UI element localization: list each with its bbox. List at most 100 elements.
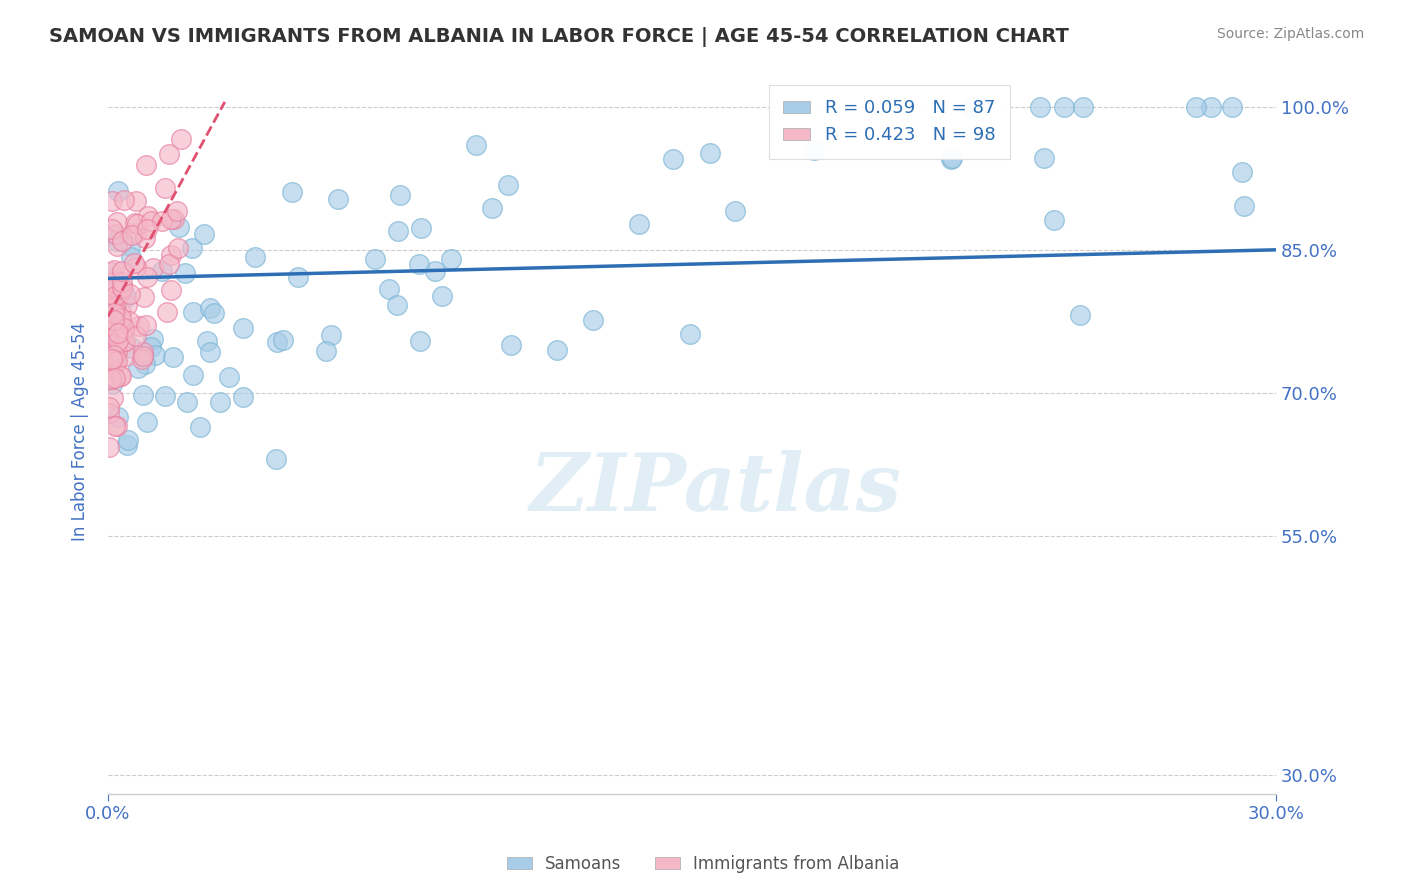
Point bbox=[100, 372, 122, 386]
Point bbox=[425, 264, 447, 278]
Point bbox=[105, 345, 128, 359]
Point bbox=[131, 352, 153, 367]
Point bbox=[1232, 199, 1254, 213]
Point bbox=[627, 217, 650, 231]
Point bbox=[142, 260, 165, 275]
Point bbox=[134, 290, 156, 304]
Point bbox=[105, 239, 128, 253]
Point bbox=[107, 334, 129, 348]
Point bbox=[112, 320, 135, 334]
Point bbox=[159, 284, 181, 298]
Point bbox=[110, 264, 132, 278]
Point bbox=[232, 390, 254, 404]
Point bbox=[724, 204, 747, 219]
Point bbox=[678, 327, 700, 342]
Point bbox=[581, 313, 603, 327]
Point bbox=[481, 201, 503, 215]
Point bbox=[127, 361, 149, 376]
Point bbox=[107, 409, 129, 424]
Point bbox=[174, 266, 197, 280]
Point bbox=[208, 394, 231, 409]
Y-axis label: In Labor Force | Age 45-54: In Labor Force | Age 45-54 bbox=[72, 322, 89, 541]
Point bbox=[125, 329, 148, 343]
Point bbox=[100, 292, 122, 306]
Point bbox=[103, 391, 125, 405]
Point bbox=[104, 283, 127, 297]
Point bbox=[97, 305, 120, 319]
Point bbox=[112, 325, 135, 339]
Text: Source: ZipAtlas.com: Source: ZipAtlas.com bbox=[1216, 27, 1364, 41]
Point bbox=[326, 192, 349, 206]
Point bbox=[101, 194, 124, 208]
Point bbox=[132, 388, 155, 402]
Point bbox=[118, 239, 141, 253]
Point bbox=[159, 257, 181, 271]
Legend: R = 0.059   N = 87, R = 0.423   N = 98: R = 0.059 N = 87, R = 0.423 N = 98 bbox=[769, 85, 1010, 159]
Point bbox=[105, 350, 128, 364]
Point bbox=[114, 349, 136, 363]
Point bbox=[152, 264, 174, 278]
Point bbox=[101, 269, 124, 284]
Point bbox=[110, 310, 132, 325]
Point bbox=[153, 389, 176, 403]
Point bbox=[117, 433, 139, 447]
Point bbox=[150, 214, 173, 228]
Point bbox=[110, 322, 132, 336]
Point bbox=[941, 152, 963, 166]
Point bbox=[202, 306, 225, 320]
Point bbox=[107, 184, 129, 198]
Point bbox=[1042, 212, 1064, 227]
Point bbox=[100, 297, 122, 311]
Point bbox=[103, 319, 125, 334]
Point bbox=[131, 349, 153, 363]
Point bbox=[1220, 100, 1243, 114]
Point bbox=[198, 301, 221, 315]
Point bbox=[98, 440, 121, 454]
Point bbox=[319, 327, 342, 342]
Point bbox=[111, 275, 134, 289]
Point bbox=[110, 305, 132, 319]
Point bbox=[135, 318, 157, 332]
Point bbox=[141, 332, 163, 346]
Point bbox=[104, 371, 127, 385]
Point bbox=[1071, 100, 1094, 114]
Point bbox=[101, 222, 124, 236]
Legend: Samoans, Immigrants from Albania: Samoans, Immigrants from Albania bbox=[501, 848, 905, 880]
Point bbox=[377, 282, 399, 296]
Point bbox=[1230, 165, 1253, 179]
Point bbox=[125, 194, 148, 209]
Point bbox=[1184, 100, 1206, 114]
Point bbox=[132, 344, 155, 359]
Point bbox=[159, 247, 181, 261]
Point bbox=[387, 224, 409, 238]
Point bbox=[104, 344, 127, 359]
Text: ZIPatlas: ZIPatlas bbox=[529, 450, 901, 528]
Point bbox=[389, 188, 412, 202]
Point bbox=[134, 358, 156, 372]
Point bbox=[110, 368, 132, 383]
Point bbox=[170, 132, 193, 146]
Point bbox=[103, 348, 125, 362]
Point bbox=[105, 418, 128, 433]
Point bbox=[160, 212, 183, 227]
Point bbox=[97, 332, 120, 346]
Point bbox=[103, 276, 125, 290]
Point bbox=[166, 241, 188, 255]
Point bbox=[107, 287, 129, 301]
Point bbox=[118, 313, 141, 327]
Point bbox=[287, 269, 309, 284]
Point bbox=[101, 227, 124, 242]
Point bbox=[120, 250, 142, 264]
Point bbox=[111, 281, 134, 295]
Point bbox=[411, 221, 433, 235]
Point bbox=[100, 265, 122, 279]
Point bbox=[271, 333, 294, 347]
Point bbox=[108, 369, 131, 384]
Point bbox=[181, 241, 204, 255]
Point bbox=[962, 100, 984, 114]
Point bbox=[1033, 152, 1056, 166]
Point bbox=[364, 252, 387, 267]
Point bbox=[121, 227, 143, 242]
Point bbox=[699, 146, 721, 161]
Point bbox=[121, 341, 143, 355]
